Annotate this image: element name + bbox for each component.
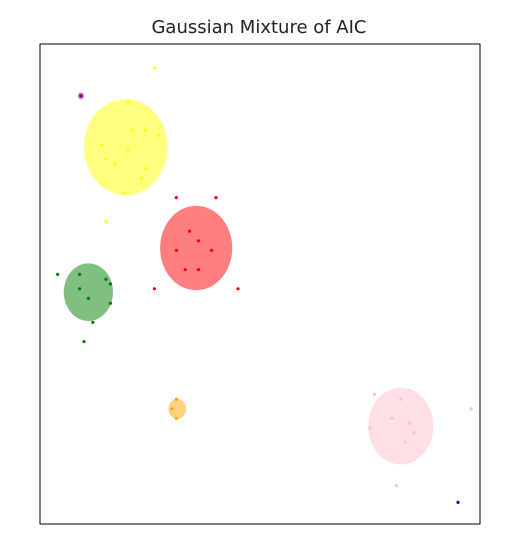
data-point-0-3 xyxy=(100,143,104,147)
data-point-4-0 xyxy=(372,392,376,396)
data-point-0-2 xyxy=(113,162,117,166)
data-point-0-7 xyxy=(157,133,161,137)
axes-frame xyxy=(39,43,481,525)
data-point-1-8 xyxy=(152,287,156,291)
data-point-0-6 xyxy=(126,148,130,152)
data-point-0-12 xyxy=(104,220,108,224)
data-point-2-8 xyxy=(82,340,86,344)
data-point-5-0 xyxy=(79,94,83,98)
component-ellipse-4 xyxy=(368,387,434,465)
plot-area xyxy=(56,66,473,504)
data-point-4-3 xyxy=(390,416,394,420)
data-point-4-1 xyxy=(399,397,403,401)
data-point-6-0 xyxy=(456,500,460,504)
data-point-0-11 xyxy=(126,100,130,104)
data-point-3-2 xyxy=(170,407,174,411)
data-point-2-1 xyxy=(78,272,82,276)
data-point-0-5 xyxy=(144,128,148,132)
data-point-1-3 xyxy=(196,239,200,243)
data-point-0-4 xyxy=(130,128,134,132)
data-point-2-4 xyxy=(78,287,82,291)
data-point-4-8 xyxy=(394,484,398,488)
data-point-1-9 xyxy=(236,287,240,291)
data-point-0-10 xyxy=(122,191,126,195)
data-point-2-5 xyxy=(86,296,90,300)
data-point-2-3 xyxy=(108,282,112,286)
data-point-1-5 xyxy=(174,248,178,252)
data-point-4-6 xyxy=(403,440,407,444)
data-point-2-2 xyxy=(104,277,108,281)
component-ellipse-0 xyxy=(84,99,168,196)
chart-title: Gaussian Mixture of AIC xyxy=(151,17,366,38)
data-point-2-0 xyxy=(56,272,60,276)
data-point-0-1 xyxy=(104,157,108,161)
data-point-4-2 xyxy=(469,407,473,411)
data-point-2-6 xyxy=(108,301,112,305)
data-point-0-9 xyxy=(144,167,148,171)
data-point-4-4 xyxy=(408,421,412,425)
data-point-0-0 xyxy=(152,66,156,70)
component-ellipse-1 xyxy=(160,205,233,291)
data-point-4-7 xyxy=(368,426,372,430)
component-ellipse-3 xyxy=(168,398,187,419)
data-point-1-0 xyxy=(174,196,178,200)
data-point-0-8 xyxy=(139,176,143,180)
data-point-1-7 xyxy=(196,268,200,272)
data-point-1-2 xyxy=(188,229,192,233)
component-ellipse-2 xyxy=(63,263,114,321)
data-point-4-5 xyxy=(412,431,416,435)
data-point-1-1 xyxy=(214,196,218,200)
data-point-3-0 xyxy=(174,397,178,401)
data-point-1-6 xyxy=(183,268,187,272)
data-point-1-4 xyxy=(210,248,214,252)
data-point-2-7 xyxy=(91,320,95,324)
data-point-3-1 xyxy=(174,416,178,420)
